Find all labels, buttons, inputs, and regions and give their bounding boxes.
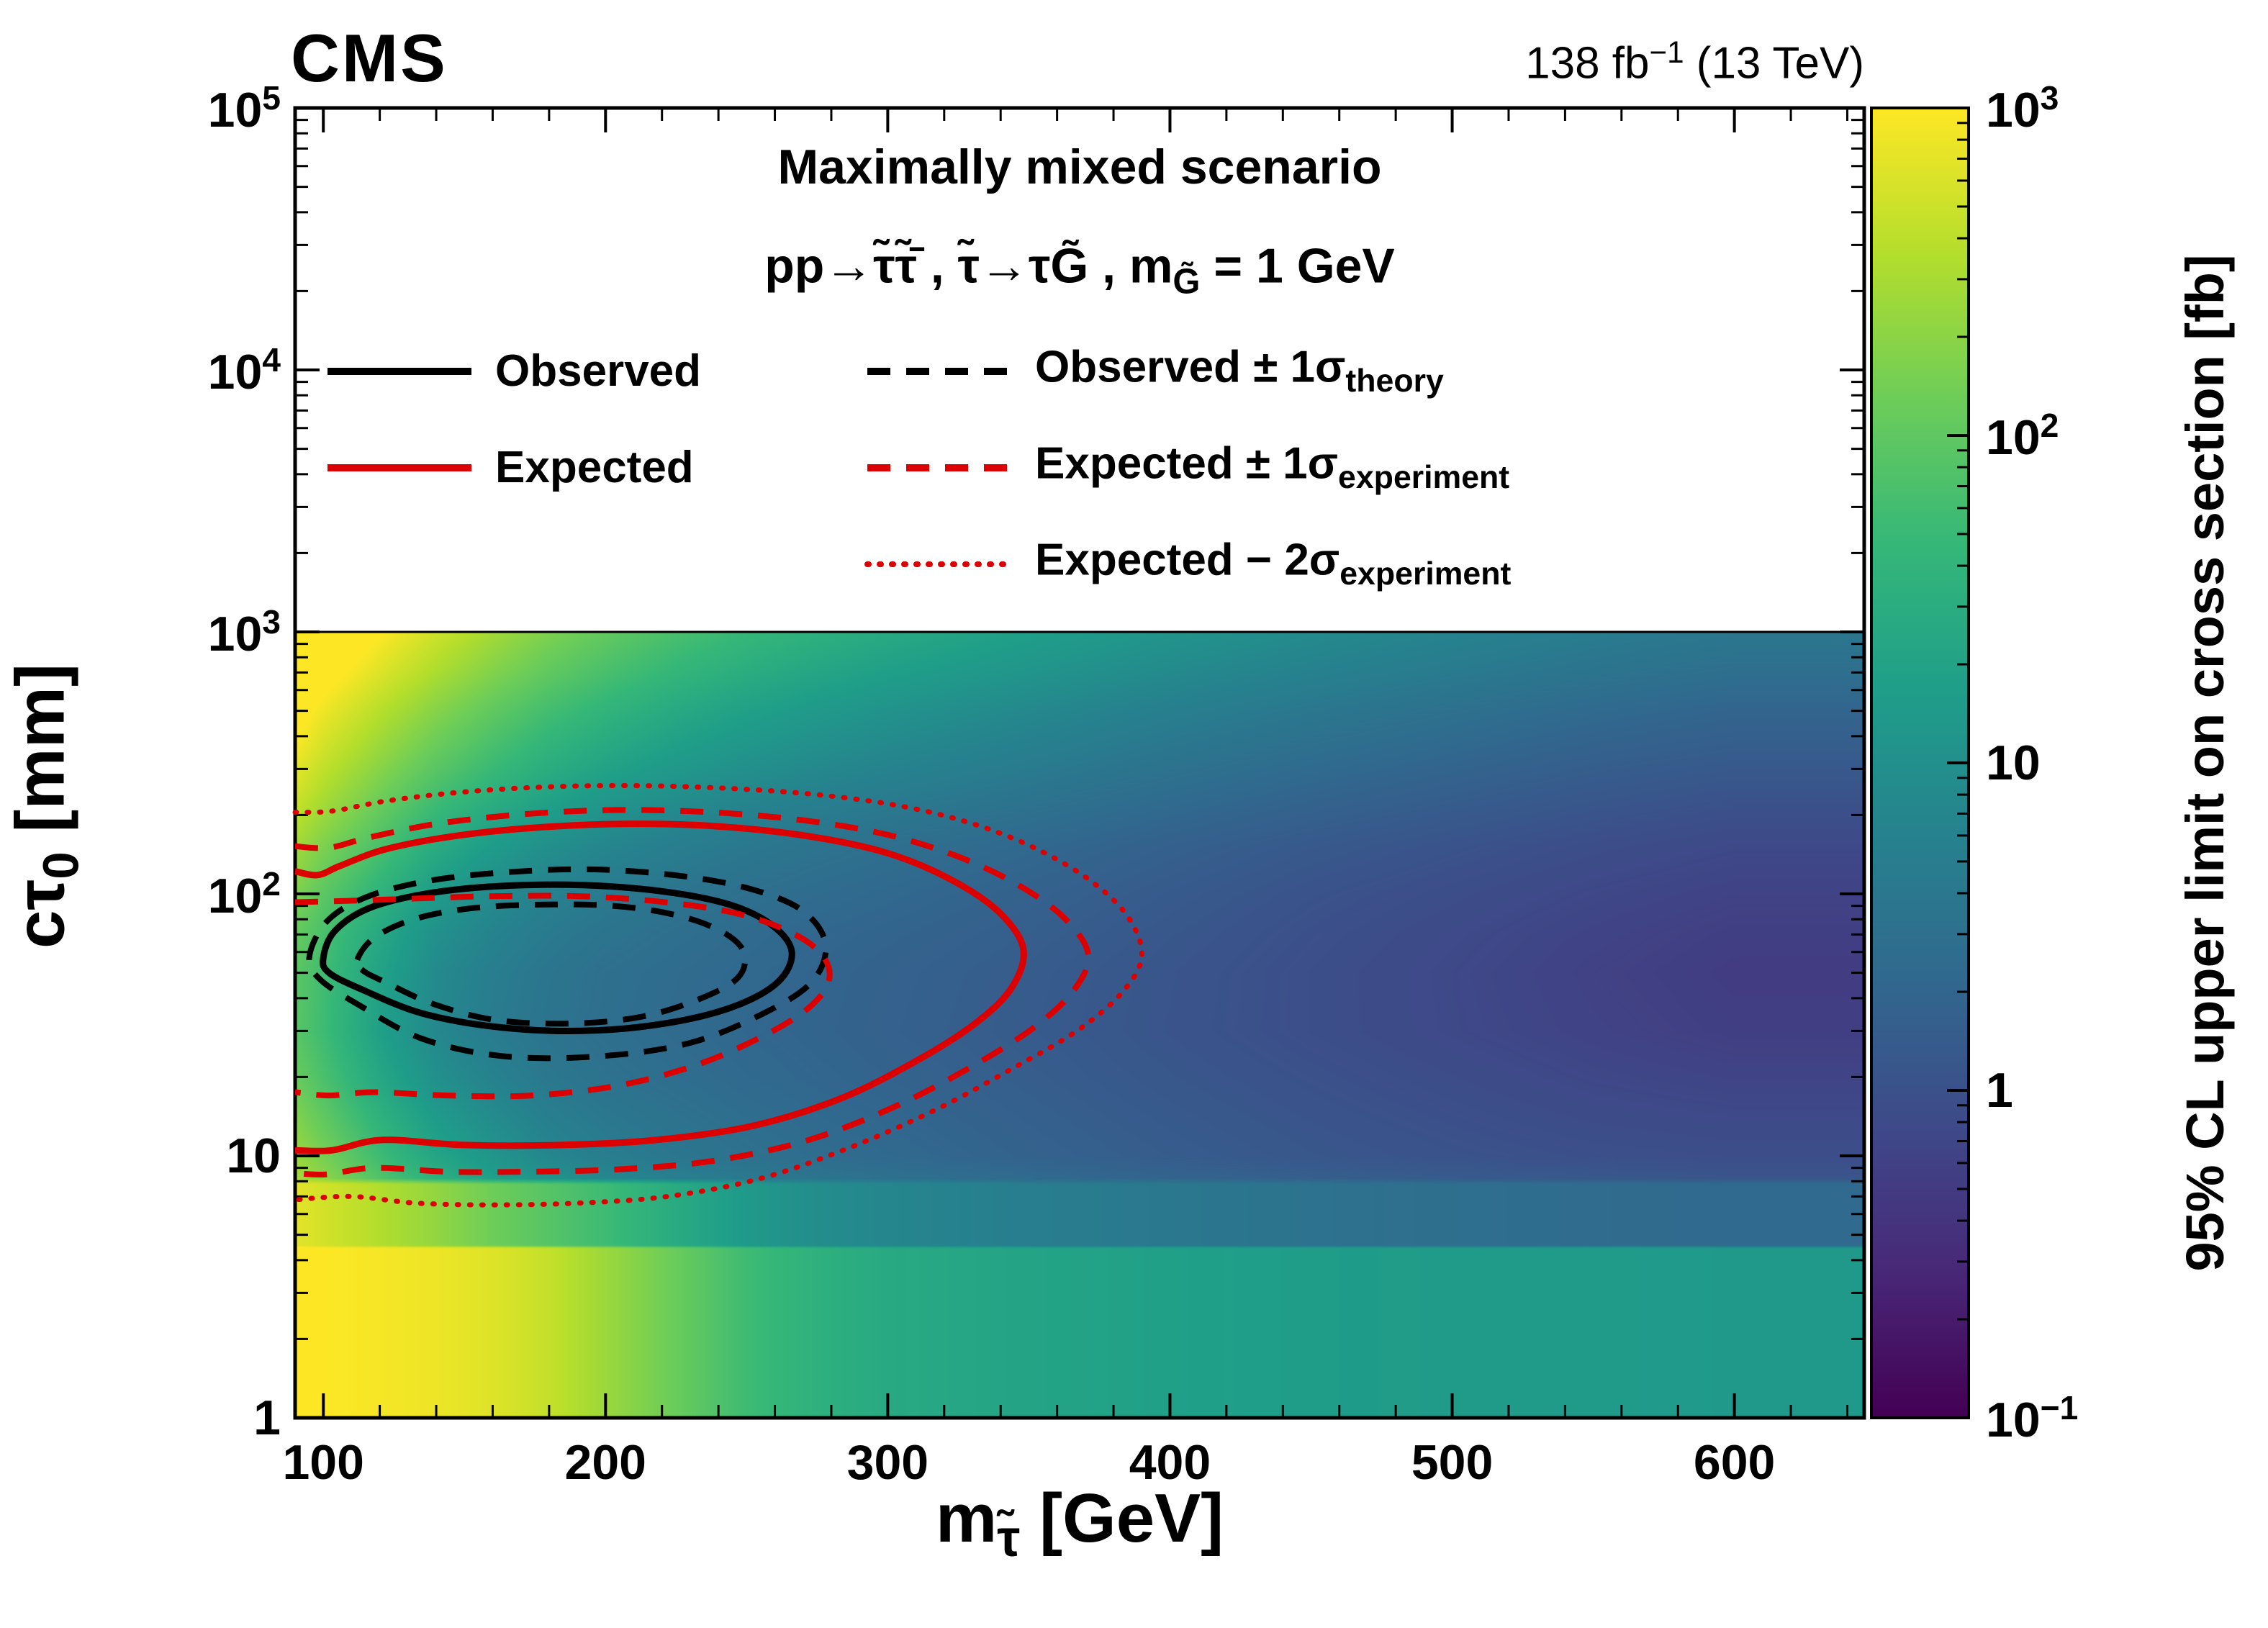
- process-label: pp→τ̃τ̃̄ , τ̃→τG̃ , mG̃ = 1 GeV: [764, 238, 1395, 302]
- y-axis-title: cτ0 [mm]: [1, 664, 89, 949]
- z-tick-label: 10−1: [1986, 1389, 2079, 1447]
- cms-logo: CMS: [291, 20, 448, 96]
- x-axis-title: mτ̃ [GeV]: [935, 1479, 1224, 1568]
- luminosity-label: 138 fb−1 (13 TeV): [1525, 35, 1864, 89]
- contour-expected-minus-1sigma-exp: [294, 892, 833, 1100]
- x-tick-label: 100: [282, 1435, 364, 1490]
- y-tick-label: 1: [253, 1390, 281, 1445]
- contour-observed: [320, 881, 795, 1035]
- z-tick-label: 103: [1986, 79, 2059, 137]
- x-tick-label: 500: [1411, 1435, 1494, 1490]
- contour-expected-plus-1sigma-exp: [294, 807, 1092, 1177]
- y-tick-label: 102: [207, 865, 281, 923]
- y-tick-label: 104: [207, 341, 281, 399]
- z-tick-label: 10: [1986, 736, 2041, 790]
- contour-observed-plus-1sigma-theory: [306, 866, 829, 1062]
- x-tick-label: 600: [1693, 1435, 1776, 1490]
- y-tick-label: 103: [207, 603, 281, 661]
- x-tick-label: 400: [1129, 1435, 1211, 1490]
- legend-label-expected-2sigma: Expected − 2σexperiment: [1035, 535, 1512, 592]
- y-tick-label: 10: [226, 1129, 281, 1183]
- z-tick-label: 1: [1986, 1063, 2013, 1118]
- x-tick-label: 200: [564, 1435, 647, 1490]
- contour-observed-minus-1sigma-theory: [353, 901, 749, 1027]
- x-tick-label: 300: [846, 1435, 929, 1490]
- z-tick-label: 102: [1986, 407, 2059, 465]
- legend-label-expected-band: Expected ± 1σexperiment: [1035, 438, 1510, 495]
- contour-expected: [294, 820, 1027, 1154]
- plot-frame: [293, 106, 1866, 1420]
- legend-label-expected: Expected: [495, 443, 694, 492]
- y-tick-label: 105: [207, 79, 281, 137]
- z-axis-title: 95% CL upper limit on cross section [fb]: [2175, 254, 2235, 1272]
- scenario-title: Maximally mixed scenario: [777, 140, 1382, 194]
- contour-expected-minus-2sigma-exp: [292, 782, 1144, 1208]
- legend-label-observed: Observed: [495, 346, 702, 396]
- legend-label-observed-band: Observed ± 1σtheory: [1035, 342, 1444, 399]
